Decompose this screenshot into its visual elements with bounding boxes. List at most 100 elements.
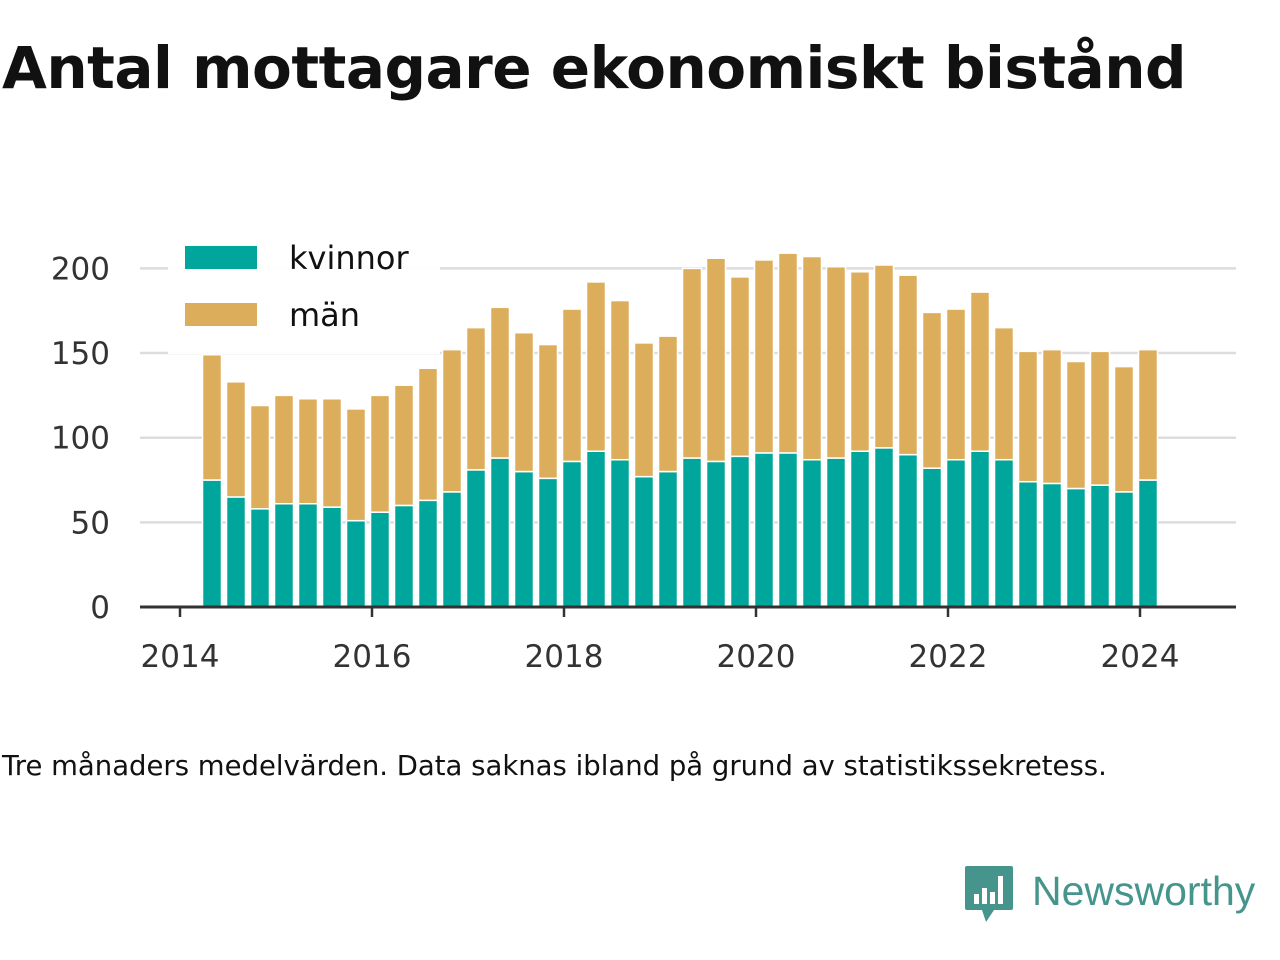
bar-man bbox=[417, 367, 439, 502]
y-tick-label: 200 bbox=[51, 251, 110, 287]
bar-kvinnor bbox=[1113, 491, 1135, 608]
bar-kvinnor bbox=[1065, 487, 1087, 608]
bar-kvinnor bbox=[921, 467, 943, 608]
bar-man bbox=[321, 398, 343, 508]
x-tick-label: 2022 bbox=[909, 639, 988, 675]
bar-kvinnor bbox=[441, 491, 463, 608]
bar-kvinnor bbox=[609, 458, 631, 608]
bar-man bbox=[489, 306, 511, 459]
bar-man bbox=[249, 404, 271, 510]
bar-kvinnor bbox=[897, 453, 919, 608]
bar-kvinnor bbox=[489, 457, 511, 608]
bar-kvinnor bbox=[1137, 479, 1159, 608]
bar-man bbox=[537, 343, 559, 480]
bar-kvinnor bbox=[729, 455, 751, 608]
bar-man bbox=[465, 326, 487, 471]
x-tick-label: 2016 bbox=[333, 639, 412, 675]
bar-kvinnor bbox=[513, 470, 535, 608]
bar-kvinnor bbox=[657, 470, 679, 608]
bar-kvinnor bbox=[465, 469, 487, 608]
bar-kvinnor bbox=[633, 475, 655, 608]
y-tick-label: 0 bbox=[90, 590, 110, 626]
legend-swatch-man bbox=[185, 303, 257, 326]
bar-kvinnor bbox=[345, 519, 367, 608]
bar-kvinnor bbox=[273, 502, 295, 608]
legend-label-man: män bbox=[289, 296, 360, 334]
bar-man bbox=[921, 311, 943, 469]
bar-man bbox=[201, 353, 223, 481]
bar-man bbox=[1017, 350, 1039, 483]
bar-kvinnor bbox=[537, 477, 559, 608]
newsworthy-logo-icon bbox=[965, 866, 1013, 922]
bar-man bbox=[225, 381, 247, 498]
bar-man bbox=[393, 384, 415, 507]
bar-man bbox=[513, 331, 535, 473]
x-tick-label: 2024 bbox=[1101, 639, 1180, 675]
bar-man bbox=[1089, 350, 1111, 486]
bar-kvinnor bbox=[873, 447, 895, 608]
x-tick-label: 2020 bbox=[717, 639, 796, 675]
bar-kvinnor bbox=[681, 457, 703, 608]
footnote: Tre månaders medelvärden. Data saknas ib… bbox=[2, 750, 1107, 782]
bar-man bbox=[945, 308, 967, 461]
bar-man bbox=[849, 271, 871, 453]
bar-kvinnor bbox=[1041, 482, 1063, 608]
bar-kvinnor bbox=[777, 452, 799, 608]
bar-kvinnor bbox=[753, 452, 775, 608]
brand-logo: Newsworthy bbox=[964, 862, 1255, 926]
bar-kvinnor bbox=[201, 479, 223, 608]
bar-kvinnor bbox=[825, 457, 847, 608]
bar-chart: 0 50 100 150 200 2014 2016 2018 2020 2022 2024 kvi… bbox=[50, 226, 1236, 675]
bar-kvinnor bbox=[585, 450, 607, 608]
bar-kvinnor bbox=[705, 460, 727, 608]
bar-man bbox=[825, 265, 847, 459]
y-tick-label: 50 bbox=[71, 505, 110, 541]
bar-man bbox=[873, 264, 895, 449]
x-tick-label: 2018 bbox=[525, 639, 604, 675]
bar-kvinnor bbox=[321, 506, 343, 608]
bar-man bbox=[1137, 348, 1159, 481]
bar-kvinnor bbox=[1017, 480, 1039, 608]
bar-man bbox=[969, 291, 991, 452]
y-tick-label: 100 bbox=[51, 421, 110, 457]
bar-man bbox=[585, 281, 607, 452]
bar-kvinnor bbox=[249, 508, 271, 608]
bar-man bbox=[681, 267, 703, 459]
bar-kvinnor bbox=[225, 496, 247, 608]
axes: 0 50 100 150 200 2014 2016 2018 2020 2022 2024 bbox=[51, 251, 1236, 675]
bar-man bbox=[273, 394, 295, 505]
bar-man bbox=[345, 408, 367, 522]
bar-man bbox=[729, 276, 751, 458]
bar-man bbox=[897, 274, 919, 456]
bar-man bbox=[753, 259, 775, 454]
legend: kvinnor män bbox=[168, 226, 440, 354]
bar-man bbox=[1113, 365, 1135, 493]
bar-kvinnor bbox=[417, 499, 439, 608]
chart-title: Antal mottagare ekonomiskt bistånd bbox=[2, 34, 1187, 102]
bar-man bbox=[369, 394, 391, 513]
brand-name: Newsworthy bbox=[1032, 867, 1256, 914]
bar-man bbox=[1065, 360, 1087, 490]
y-tick-label: 150 bbox=[51, 336, 110, 372]
bar-man bbox=[609, 299, 631, 461]
bar-kvinnor bbox=[297, 502, 319, 608]
bar-kvinnor bbox=[849, 450, 871, 608]
bar-man bbox=[441, 348, 463, 493]
bar-man bbox=[705, 257, 727, 463]
bar-kvinnor bbox=[393, 504, 415, 608]
bar-kvinnor bbox=[969, 450, 991, 608]
bar-man bbox=[633, 342, 655, 478]
bar-man bbox=[993, 326, 1015, 461]
bar-kvinnor bbox=[369, 511, 391, 608]
bar-kvinnor bbox=[801, 458, 823, 608]
bar-man bbox=[777, 252, 799, 454]
bar-man bbox=[657, 335, 679, 473]
x-tick-label: 2014 bbox=[141, 639, 220, 675]
bar-kvinnor bbox=[945, 458, 967, 608]
bar-kvinnor bbox=[993, 458, 1015, 608]
legend-label-kvinnor: kvinnor bbox=[289, 239, 410, 277]
bar-man bbox=[297, 398, 319, 505]
bar-man bbox=[801, 255, 823, 461]
bar-kvinnor bbox=[1089, 484, 1111, 608]
bar-man bbox=[1041, 348, 1063, 485]
